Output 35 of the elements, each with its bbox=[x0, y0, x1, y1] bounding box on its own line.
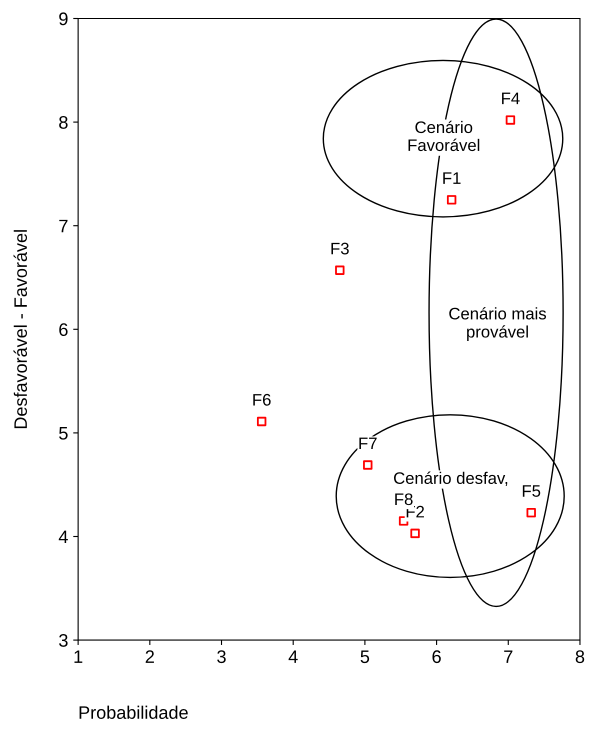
data-label: F5 bbox=[522, 485, 540, 497]
point bbox=[506, 115, 516, 125]
y-tick-label: 6 bbox=[59, 323, 68, 336]
y-tick-label: 3 bbox=[59, 634, 68, 647]
point bbox=[256, 416, 266, 426]
y-tick-label: 5 bbox=[59, 427, 68, 440]
x-tick-label: 6 bbox=[432, 650, 441, 664]
point bbox=[526, 508, 536, 518]
x-tick-label: 7 bbox=[504, 650, 512, 663]
y-tick-label: 7 bbox=[59, 220, 68, 232]
y-tick-label: 8 bbox=[59, 116, 68, 129]
annotation: Cenário Favorável bbox=[408, 120, 480, 152]
data-label: F1 bbox=[443, 172, 461, 184]
point bbox=[335, 266, 345, 275]
point bbox=[446, 195, 456, 205]
annotation: Cenário desfav, bbox=[394, 472, 508, 486]
data-label: F8 bbox=[395, 493, 413, 506]
data-label: F3 bbox=[331, 242, 349, 254]
x-axis-title: Probabilidade bbox=[80, 706, 188, 719]
x-tick-label: 3 bbox=[217, 650, 226, 664]
point bbox=[410, 528, 420, 538]
y-axis-title: Desfavorável - Favorável bbox=[14, 230, 28, 428]
data-label: F4 bbox=[502, 92, 520, 104]
annotation: Cenário mais provável bbox=[449, 307, 546, 341]
y-tick-label: 4 bbox=[58, 530, 68, 544]
x-tick-label: 1 bbox=[74, 650, 82, 663]
point bbox=[363, 460, 372, 470]
point bbox=[398, 516, 408, 526]
data-label: F7 bbox=[359, 438, 377, 450]
x-tick-label: 4 bbox=[288, 650, 298, 663]
y-tick-label: 9 bbox=[59, 12, 68, 26]
x-tick-label: 2 bbox=[146, 650, 154, 663]
data-label: F6 bbox=[253, 394, 271, 406]
x-tick-label: 5 bbox=[360, 650, 370, 664]
x-tick-label: 8 bbox=[576, 650, 584, 664]
